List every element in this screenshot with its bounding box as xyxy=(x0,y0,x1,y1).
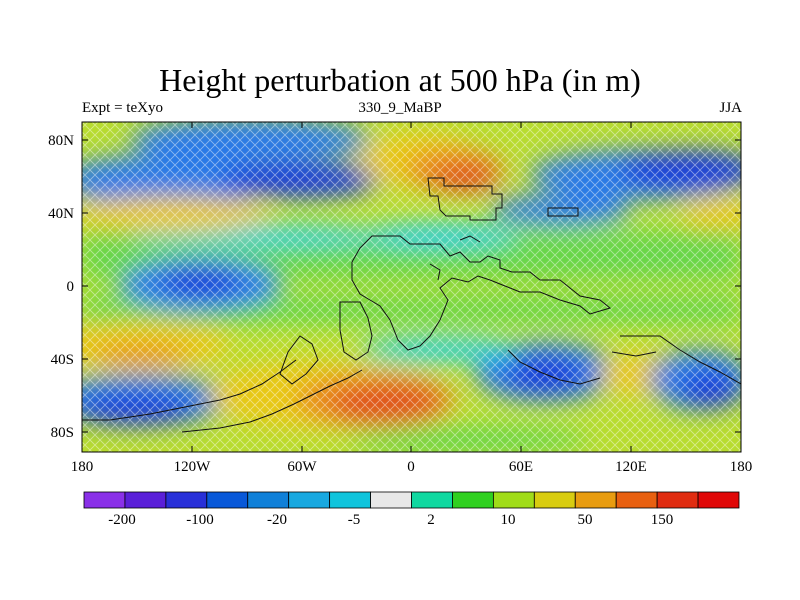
coastline-peninsula xyxy=(279,335,319,385)
colorbar-box xyxy=(615,491,658,509)
colorbar-labels: -200 -100 -20 -5 2 10 50 150 xyxy=(108,512,673,528)
x-tick-label-0: 0 xyxy=(407,459,415,475)
x-tick-label-120e: 120E xyxy=(615,459,647,475)
colorbar-box xyxy=(83,491,126,509)
colorbar-box xyxy=(370,491,412,509)
colorbar-box xyxy=(329,491,371,509)
colorbar xyxy=(83,491,740,509)
colorbar-box xyxy=(288,491,331,509)
experiment-label: Expt = teXyo xyxy=(82,100,163,116)
x-tick-label-120w: 120W xyxy=(174,459,212,475)
coastlines xyxy=(82,177,741,433)
y-axis: 80N 40N 0 40S 80S xyxy=(48,133,741,441)
coastline-africa-asia xyxy=(351,235,612,351)
x-tick-label-180w: 180 xyxy=(71,459,94,475)
plot-title: Height perturbation at 500 hPa (in m) xyxy=(159,62,641,98)
colorbar-box xyxy=(492,491,535,509)
y-tick-label-40n: 40N xyxy=(48,206,74,222)
colorbar-box xyxy=(697,491,740,509)
colorbar-label: 50 xyxy=(578,512,593,528)
coastline-scandinavia xyxy=(427,177,503,221)
contour-field xyxy=(82,122,741,452)
colorbar-label: -100 xyxy=(186,512,214,528)
colorbar-box xyxy=(574,491,617,509)
colorbar-box xyxy=(411,491,453,509)
coastline-south-indian xyxy=(507,349,601,385)
y-tick-label-80n: 80N xyxy=(48,133,74,149)
colorbar-label: -5 xyxy=(348,512,361,528)
colorbar-box xyxy=(656,491,699,509)
colorbar-box xyxy=(165,491,208,509)
x-tick-label-60e: 60E xyxy=(509,459,533,475)
y-tick-label-40s: 40S xyxy=(51,352,74,368)
coastline-australia xyxy=(611,335,741,385)
colorbar-label: -200 xyxy=(108,512,136,528)
colorbar-label: 10 xyxy=(501,512,516,528)
coastline-antarctic-west xyxy=(82,359,297,421)
coastline-north-asia xyxy=(547,207,579,217)
colorbar-label: 150 xyxy=(651,512,674,528)
field-hatching xyxy=(82,122,741,452)
y-tick-label-80s: 80S xyxy=(51,425,74,441)
coastline-antarctic-ridge xyxy=(181,369,363,433)
colorbar-box xyxy=(533,491,576,509)
x-tick-label-60w: 60W xyxy=(287,459,317,475)
coastline-south-america xyxy=(339,301,373,361)
colorbar-box xyxy=(206,491,249,509)
coastline-islands xyxy=(429,235,481,281)
colorbar-label: -20 xyxy=(267,512,287,528)
x-axis: 180 120W 60W 0 60E 120E 180 xyxy=(71,122,753,475)
colorbar-label: 2 xyxy=(427,512,435,528)
colorbar-box xyxy=(124,491,167,509)
x-tick-label-180e: 180 xyxy=(730,459,753,475)
colorbar-box xyxy=(247,491,290,509)
colorbar-box xyxy=(452,491,494,509)
season-label: JJA xyxy=(719,100,742,116)
y-tick-label-0: 0 xyxy=(67,279,75,295)
period-label: 330_9_MaBP xyxy=(358,100,442,116)
